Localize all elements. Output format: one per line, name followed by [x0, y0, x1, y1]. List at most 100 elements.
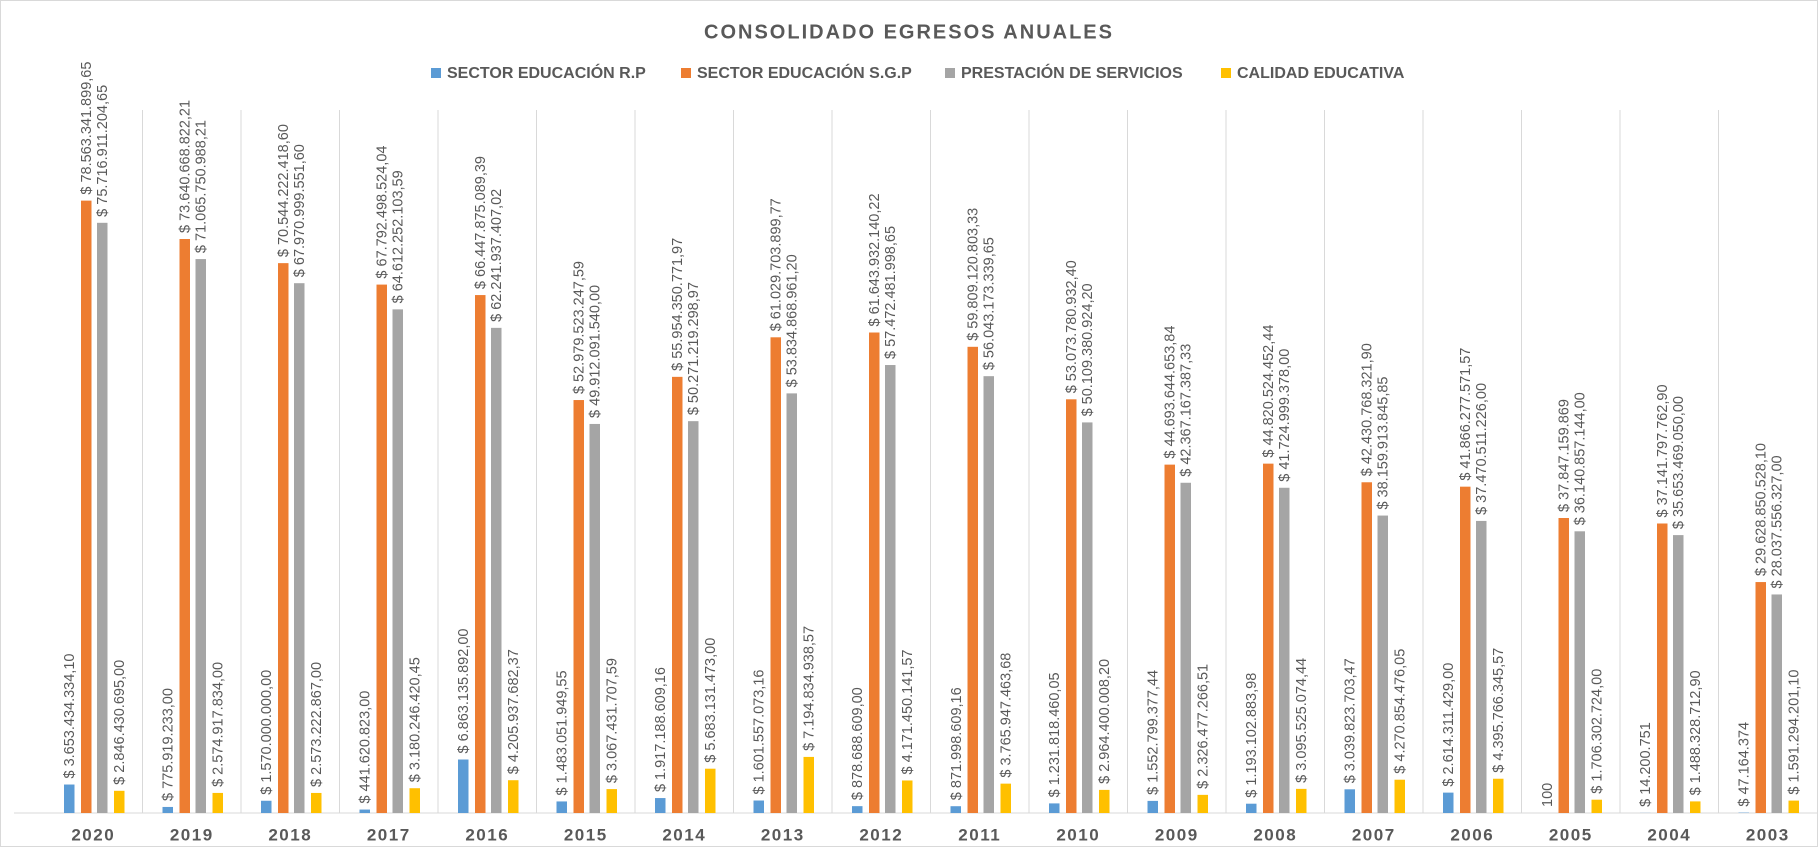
x-tick-label: 2004 [1647, 825, 1691, 844]
data-label: $ 1.917.188.609,16 [653, 667, 669, 792]
data-label: $ 4.270.854.476,05 [1393, 649, 1409, 774]
bar [770, 337, 781, 813]
bar [491, 327, 502, 813]
bar [1771, 594, 1782, 813]
x-tick-label: 2003 [1746, 825, 1790, 844]
bar [1066, 399, 1077, 813]
data-label: $ 37.141.797.762,90 [1655, 384, 1671, 517]
bar [1099, 789, 1110, 813]
x-tick-label: 2010 [1056, 825, 1100, 844]
data-label: $ 3.180.246.420,45 [408, 657, 424, 782]
bar [1673, 535, 1684, 813]
data-label: $ 29.628.850.528,10 [1754, 443, 1770, 576]
x-tick-label: 2020 [71, 825, 115, 844]
data-label: $ 56.043.173.339,65 [982, 237, 998, 370]
data-label: $ 59.809.120.803,33 [966, 208, 982, 341]
x-tick-label: 2005 [1549, 825, 1593, 844]
x-tick-label: 2018 [268, 825, 312, 844]
bar [1788, 800, 1799, 813]
bar [705, 768, 716, 813]
bar [97, 222, 108, 813]
bar [1443, 792, 1454, 813]
legend-label: SECTOR EDUCACIÓN S.G.P [697, 63, 912, 82]
bar [311, 792, 322, 813]
bar [589, 423, 600, 813]
data-label: $ 4.395.766.345,57 [1491, 648, 1507, 773]
legend-swatch [681, 68, 691, 78]
data-label: $ 53.834.868.961,20 [785, 254, 801, 387]
data-label: $ 37.847.159.869 [1557, 399, 1573, 512]
bar [114, 790, 125, 813]
bar [1197, 794, 1208, 813]
bar [1246, 803, 1257, 813]
bar [278, 263, 289, 813]
data-label: $ 62.241.937.407,02 [489, 189, 505, 322]
bar [556, 801, 567, 813]
data-label: $ 36.140.857.144,00 [1573, 392, 1589, 525]
bar [967, 346, 978, 813]
data-label: $ 14.200.751 [1638, 722, 1654, 807]
data-label: $ 1.552.799.377,44 [1146, 670, 1162, 795]
data-label: $ 67.970.999.551,60 [292, 144, 308, 277]
data-label: $ 2.614.311.429,00 [1441, 663, 1457, 787]
bar [1361, 482, 1372, 813]
bar [1558, 517, 1569, 813]
data-label: $ 2.574.917.834,00 [211, 662, 227, 787]
data-label: $ 57.472.481.998,65 [883, 226, 899, 359]
data-label: $ 50.271.219.298,97 [686, 282, 702, 415]
data-label: $ 1.570.000.000,00 [259, 670, 275, 795]
bar [852, 806, 863, 813]
data-label: $ 878.688.609,00 [850, 687, 866, 800]
legend-swatch [1221, 68, 1231, 78]
data-label: $ 44.820.524.452,44 [1261, 325, 1277, 458]
data-label: $ 75.716.911.204,65 [95, 85, 111, 217]
data-label: $ 53.073.780.932,40 [1064, 260, 1080, 393]
bar [1755, 582, 1766, 813]
bar [983, 376, 994, 813]
bar [1049, 803, 1060, 813]
bar [81, 200, 92, 813]
data-label: $ 5.683.131.473,00 [703, 638, 719, 763]
data-label: $ 49.912.091.540,00 [588, 285, 604, 418]
legend-swatch [431, 68, 441, 78]
bar [162, 806, 173, 813]
x-tick-label: 2009 [1155, 825, 1199, 844]
bar [950, 806, 961, 813]
bar [1263, 463, 1274, 813]
data-label: $ 6.863.135.892,00 [456, 629, 472, 754]
data-label: $ 38.159.913.845,85 [1376, 377, 1392, 510]
bar [1460, 486, 1471, 813]
bar [376, 284, 387, 813]
data-label: $ 3.765.947.463,68 [999, 653, 1015, 778]
bar [573, 400, 584, 813]
data-label: $ 871.998.609,16 [949, 687, 965, 800]
bar [179, 239, 190, 813]
x-tick-label: 2015 [564, 825, 608, 844]
data-label: $ 1.488.328.712,90 [1688, 670, 1704, 795]
data-label: $ 35.653.469.050,00 [1671, 396, 1687, 529]
data-label: $ 441.620.823,00 [358, 691, 374, 804]
bar [885, 365, 896, 813]
bar [672, 376, 683, 813]
data-label: $ 55.954.350.771,97 [670, 238, 686, 371]
bar [64, 784, 75, 813]
data-label: $ 7.194.834.938,57 [802, 626, 818, 751]
bar [1476, 520, 1487, 813]
bar [606, 789, 617, 813]
bar [1657, 523, 1668, 813]
data-label: $ 1.601.557.073,16 [752, 670, 768, 795]
data-label: $ 28.037.556.327,00 [1770, 455, 1786, 588]
data-label: $ 42.430.768.321,90 [1360, 343, 1376, 476]
data-label: $ 66.447.875.089,39 [473, 156, 489, 289]
x-tick-label: 2007 [1352, 825, 1396, 844]
bar [869, 332, 880, 813]
bar [786, 393, 797, 813]
data-label: $ 3.039.823.703,47 [1343, 658, 1359, 783]
bar [1394, 779, 1405, 813]
bar [902, 780, 913, 813]
data-label: $ 67.792.498.524,04 [375, 146, 391, 279]
bar [1279, 487, 1290, 813]
x-tick-label: 2012 [859, 825, 903, 844]
data-label: $ 64.612.252.103,59 [391, 170, 407, 303]
legend-label: CALIDAD EDUCATIVA [1237, 65, 1405, 82]
